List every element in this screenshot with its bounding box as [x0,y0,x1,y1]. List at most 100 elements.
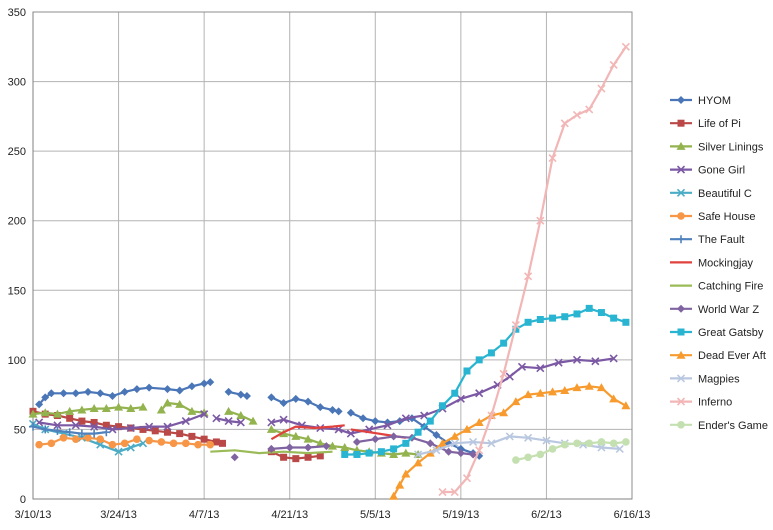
y-tick-label: 50 [14,424,26,436]
data-point [597,443,606,452]
data-point [47,389,56,398]
data-point [187,406,197,415]
data-point [145,422,154,431]
data-point [145,436,153,445]
data-point [511,321,520,330]
data-point [413,458,423,467]
data-point [175,399,185,408]
legend-entry: Ender's Game [670,420,768,432]
data-point [200,435,208,443]
data-point [554,358,563,367]
series-ender-s-game [512,438,630,464]
data-point [200,410,209,419]
series-safe-house [35,433,215,449]
data-point [267,444,276,453]
data-point [303,434,313,443]
data-point [499,408,509,417]
series-the-fault [29,422,111,438]
data-point [279,398,288,407]
data-point [328,441,337,450]
data-point [102,428,111,437]
data-point [96,435,105,443]
data-point [402,439,410,447]
data-point [609,439,618,448]
data-point [609,394,619,403]
data-point [41,425,50,434]
data-point [383,421,392,430]
data-point [71,421,80,430]
data-point [77,405,87,414]
data-point [132,385,141,394]
data-point [236,411,246,420]
data-point [84,433,92,442]
data-point [615,444,624,453]
data-point [120,439,129,448]
data-point [71,389,80,398]
legend-marker [676,141,686,150]
data-point [114,447,123,456]
legend-entry: Mockingjay [670,257,754,269]
data-point [59,433,68,442]
data-point [548,445,557,453]
data-point [47,439,56,448]
data-point [609,60,618,69]
series-line [38,413,205,431]
data-point [621,401,631,410]
data-point [438,487,447,497]
data-point [444,447,453,456]
data-point [585,105,594,114]
data-point [267,418,276,427]
data-point [572,383,582,392]
data-point [224,406,234,415]
series-line [271,445,327,450]
legend-label: World War Z [698,304,759,316]
data-point [450,487,459,497]
data-point [549,314,557,322]
x-tick-label: 3/24/13 [100,509,137,521]
y-tick-label: 0 [20,494,26,506]
data-point [487,411,496,420]
data-point [218,439,226,447]
data-point [304,443,313,452]
data-point [505,432,514,441]
data-point [456,449,465,458]
x-tick-label: 4/7/13 [189,509,220,521]
series-line [38,381,211,406]
data-point [96,389,105,398]
data-point [621,42,630,51]
data-point [41,393,50,402]
data-point [139,425,147,433]
data-point [169,439,178,448]
data-point [138,439,148,448]
data-point [505,372,514,381]
data-point [371,435,380,444]
data-point [401,469,411,478]
legend-label: Gone Girl [698,165,745,177]
data-point [340,443,350,452]
data-point [475,389,484,398]
data-point [524,318,532,326]
data-point [456,444,465,453]
data-point [315,438,325,447]
data-point [126,443,135,452]
data-point [353,450,361,458]
data-point [377,448,385,456]
data-point [236,390,245,399]
data-point [371,417,380,426]
series-world-war-z [230,432,478,462]
data-point [162,398,172,407]
data-point [401,448,411,457]
data-point [585,439,594,448]
data-point [573,439,581,448]
legend-label: Magpies [698,373,740,385]
data-point [236,418,245,427]
data-point [536,316,544,324]
series-line [271,357,614,435]
data-point [426,439,435,448]
series-line [442,46,627,494]
data-point [224,417,233,426]
legend-marker [677,328,685,336]
legend-marker [677,212,685,220]
data-point [439,402,447,410]
data-point [610,314,618,322]
